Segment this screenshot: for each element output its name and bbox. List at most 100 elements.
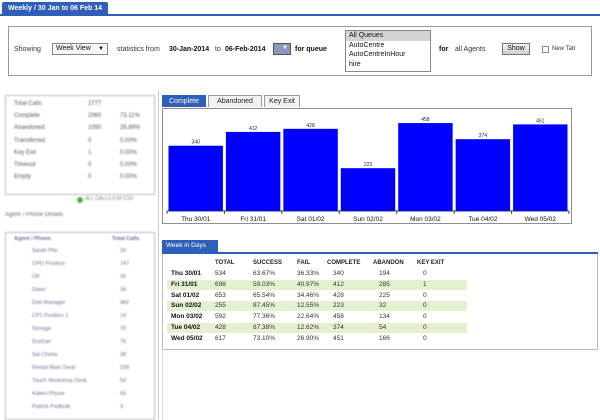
header-key-exit: KEY EXIT <box>417 260 445 266</box>
queue-option[interactable]: All Queues <box>346 31 430 41</box>
summary-value: 0 <box>88 138 92 144</box>
agent-row[interactable]: Patrick Padbulk 3 <box>8 403 154 412</box>
summary-label: Total Calls <box>14 101 42 107</box>
agent-name: Sai Chotai <box>32 352 58 358</box>
tab-complete[interactable]: Complete <box>162 95 206 107</box>
header-total: TOTAL <box>215 260 235 266</box>
row-cell: 458 <box>333 313 344 321</box>
show-button[interactable]: Show <box>502 43 530 55</box>
queue-option[interactable]: AutoCentre <box>349 41 385 49</box>
summary-pct: 0.00% <box>120 174 138 180</box>
agent-name: Off <box>32 274 40 280</box>
bar[interactable] <box>340 168 396 211</box>
new-tab-checkbox[interactable] <box>542 46 549 53</box>
row-cell: 653 <box>215 291 226 299</box>
bar[interactable] <box>283 128 338 211</box>
bar[interactable] <box>168 145 223 211</box>
csv-icon[interactable] <box>77 197 83 203</box>
agent-details-title: Agent / Phone Details <box>5 212 64 218</box>
row-day: Sun 02/02 <box>171 302 202 310</box>
row-cell: 0 <box>423 291 427 299</box>
row-cell: 0 <box>423 302 427 310</box>
agent-name: Dawn <box>32 287 47 293</box>
summary-pct: 26.89% <box>120 125 141 131</box>
new-tab-label: New Tab <box>552 46 576 52</box>
tab-abandoned[interactable]: Abandoned <box>208 95 262 107</box>
from-date[interactable]: 30-Jan-2014 <box>169 46 210 53</box>
bar[interactable] <box>225 131 281 211</box>
x-tick-label: Sun 02/02 <box>353 216 383 223</box>
agent-row[interactable]: Dawn 34 <box>8 286 154 295</box>
summary-row: Transferred 0 0.00% <box>10 136 152 146</box>
bar-value-label: 428 <box>306 123 315 129</box>
agent-row[interactable]: Dob Manager 482 <box>8 299 154 308</box>
table-row: Wed 05/02 617 73.10% 26.90% 451 166 0 <box>167 334 467 344</box>
tab-week-in-days[interactable]: Week in Days <box>162 240 218 252</box>
row-cell: 22.64% <box>297 313 320 321</box>
row-cell: 412 <box>333 280 344 288</box>
agent-row[interactable]: Touch Workshop Desk 54 <box>8 377 154 386</box>
agent-row[interactable]: CPO Position 747 <box>8 260 154 269</box>
agent-row[interactable]: Off 26 <box>8 273 154 282</box>
agent-row[interactable]: Storage 70 <box>8 325 154 334</box>
row-cell: 32 <box>379 302 387 310</box>
bar[interactable] <box>513 124 568 211</box>
bar[interactable] <box>455 139 511 211</box>
agent-row[interactable]: Sai Chotai 38 <box>8 351 154 360</box>
stats-from-label: statistics from <box>117 46 160 53</box>
table-row: Sat 01/02 653 65.54% 34.46% 428 225 0 <box>167 291 467 301</box>
row-cell: 36.33% <box>297 270 320 277</box>
showing-label: Showing <box>14 46 41 53</box>
agent-row[interactable]: Rental Main Desk 208 <box>8 364 154 373</box>
row-cell: 87.38% <box>253 324 276 331</box>
summary-label: Abandoned <box>14 125 45 131</box>
agent-panel: Agent / Phone Total Calls Sarah Pile 20 CP… <box>5 232 155 420</box>
summary-pct: 0.00% <box>120 150 138 156</box>
agent-name: Kalieo Phone <box>32 391 65 397</box>
agent-calls: 70 <box>120 326 127 332</box>
summary-row: Abandoned 1090 26.89% <box>10 123 152 133</box>
row-cell: 59.03% <box>253 280 276 288</box>
row-cell: 225 <box>379 291 390 299</box>
bar[interactable] <box>398 123 453 211</box>
row-cell: 451 <box>333 334 344 342</box>
bar-value-label: 374 <box>479 133 488 139</box>
row-cell: 428 <box>215 324 226 331</box>
queue-option[interactable]: AutoCentreInHour <box>349 51 406 58</box>
csv-link[interactable]: ALL CALLS 6:00 CSV <box>85 196 134 202</box>
row-cell: 26.90% <box>297 334 320 342</box>
view-select-value: Week View <box>56 45 91 52</box>
summary-row: Key Exit 1 0.00% <box>10 148 152 158</box>
agent-name: Dob Manager <box>32 300 66 306</box>
agent-calls: 54 <box>120 378 127 384</box>
agent-name: CPO Position <box>32 261 66 267</box>
summary-panel: Total Calls 2777 Complete 2060 73.11% Ab… <box>5 95 155 195</box>
summary-row: Total Calls 2777 <box>10 99 152 109</box>
date-picker-button[interactable]: ▼ <box>273 43 291 55</box>
row-cell: 65.54% <box>253 291 276 299</box>
x-tick-label: Thu 30/01 <box>181 216 211 223</box>
agent-row[interactable]: CP1 Position 1 14 <box>8 312 154 321</box>
tab-key-exit[interactable]: Key Exit <box>264 95 300 107</box>
agent-row[interactable]: Kalieo Phone 69 <box>8 390 154 399</box>
queue-listbox[interactable]: All Queues AutoCentre AutoCentreInHour h… <box>345 30 431 72</box>
row-cell: 428 <box>333 291 344 299</box>
for-queue-label: for queue <box>295 46 327 53</box>
table-row: Fri 31/01 698 59.03% 40.97% 412 285 1 <box>167 279 467 290</box>
for-label: for <box>439 46 449 53</box>
agent-row[interactable]: Sarah Pile 20 <box>8 247 154 256</box>
empty-area <box>162 350 598 420</box>
tab-weekly[interactable]: Weekly / 30 Jan to 06 Feb 14 <box>2 2 109 16</box>
agent-calls: 26 <box>120 274 127 280</box>
filter-panel: Showing Week View ▼ statistics from 30-J… <box>8 26 592 76</box>
row-day: Fri 31/01 <box>171 280 198 288</box>
row-cell: 63.67% <box>253 270 276 277</box>
table-row: Sun 02/02 255 87.45% 12.55% 223 32 0 <box>167 301 467 312</box>
view-select[interactable]: Week View ▼ <box>52 43 108 55</box>
to-date[interactable]: 06-Feb-2014 <box>225 46 266 53</box>
row-cell: 134 <box>379 313 390 321</box>
agent-calls: 482 <box>120 300 130 306</box>
summary-pct: 0.00% <box>120 138 138 144</box>
queue-option[interactable]: hire <box>349 60 361 68</box>
agent-row[interactable]: Dushan 76 <box>8 338 154 347</box>
